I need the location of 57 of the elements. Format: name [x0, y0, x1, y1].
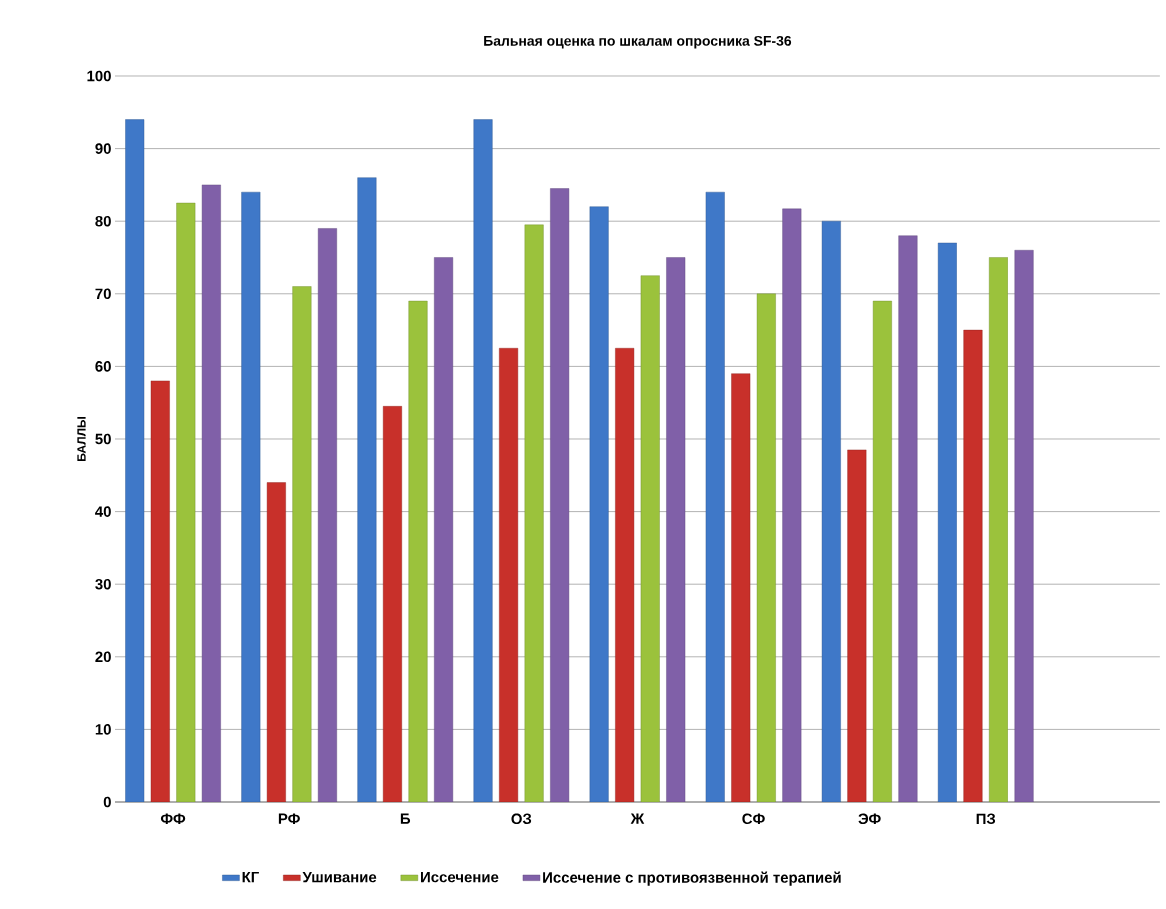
bar	[1014, 250, 1034, 802]
y-tick-label: 90	[95, 143, 111, 154]
bar	[550, 188, 570, 802]
bar	[357, 177, 377, 802]
bar	[317, 228, 337, 802]
x-tick-label: ПЗ	[976, 813, 996, 825]
bar	[989, 257, 1008, 802]
legend-label: Ушивание	[302, 871, 377, 883]
x-tick-label: Ж	[630, 813, 645, 824]
x-tick-label: ФФ	[160, 813, 186, 824]
bar	[640, 275, 660, 802]
y-tick-label: 70	[95, 288, 111, 300]
y-tick-label: 60	[95, 361, 111, 372]
bar	[847, 449, 867, 802]
bar	[872, 300, 892, 802]
y-tick-label: 20	[95, 651, 111, 663]
legend-label: КГ	[242, 871, 259, 883]
bar	[615, 348, 635, 802]
bar	[499, 348, 519, 802]
bar	[756, 293, 776, 802]
bar	[666, 257, 686, 802]
y-tick-label: 50	[95, 433, 111, 445]
x-tick-label: СФ	[742, 813, 765, 825]
y-tick-label: 80	[95, 215, 111, 227]
x-tick-label: ЭФ	[858, 813, 881, 825]
bar	[434, 257, 454, 802]
bar	[150, 380, 170, 802]
y-tick-label: 10	[95, 724, 111, 735]
y-tick-label: 100	[87, 70, 111, 82]
y-tick-label: 30	[95, 578, 111, 590]
bar	[589, 206, 609, 802]
bar	[125, 119, 145, 802]
x-tick-label: Б	[400, 813, 411, 824]
bar	[473, 119, 493, 802]
bar	[782, 208, 802, 802]
bar	[731, 373, 751, 802]
bar	[382, 406, 402, 802]
bar	[821, 220, 841, 802]
bar	[408, 300, 428, 802]
legend-label: Иссечение с противоязвенной терапией	[543, 871, 841, 886]
bar	[524, 224, 544, 802]
bar	[176, 202, 196, 802]
y-tick-label: 0	[103, 796, 111, 808]
legend-label: Иссечение	[421, 871, 499, 883]
bar	[266, 482, 286, 802]
bar	[963, 329, 983, 802]
bar	[705, 191, 725, 802]
x-tick-label: ОЗ	[511, 813, 532, 825]
bar	[241, 191, 261, 802]
x-tick-label: РФ	[278, 813, 300, 824]
chart-title: Бальная оценка по шкалам опросника SF-36	[484, 35, 792, 49]
bar	[292, 286, 312, 802]
bar	[937, 242, 957, 802]
y-axis-title: БАЛЛЫ	[77, 417, 86, 461]
bar	[201, 184, 221, 802]
bar	[898, 235, 918, 802]
y-tick-label: 40	[95, 506, 111, 517]
